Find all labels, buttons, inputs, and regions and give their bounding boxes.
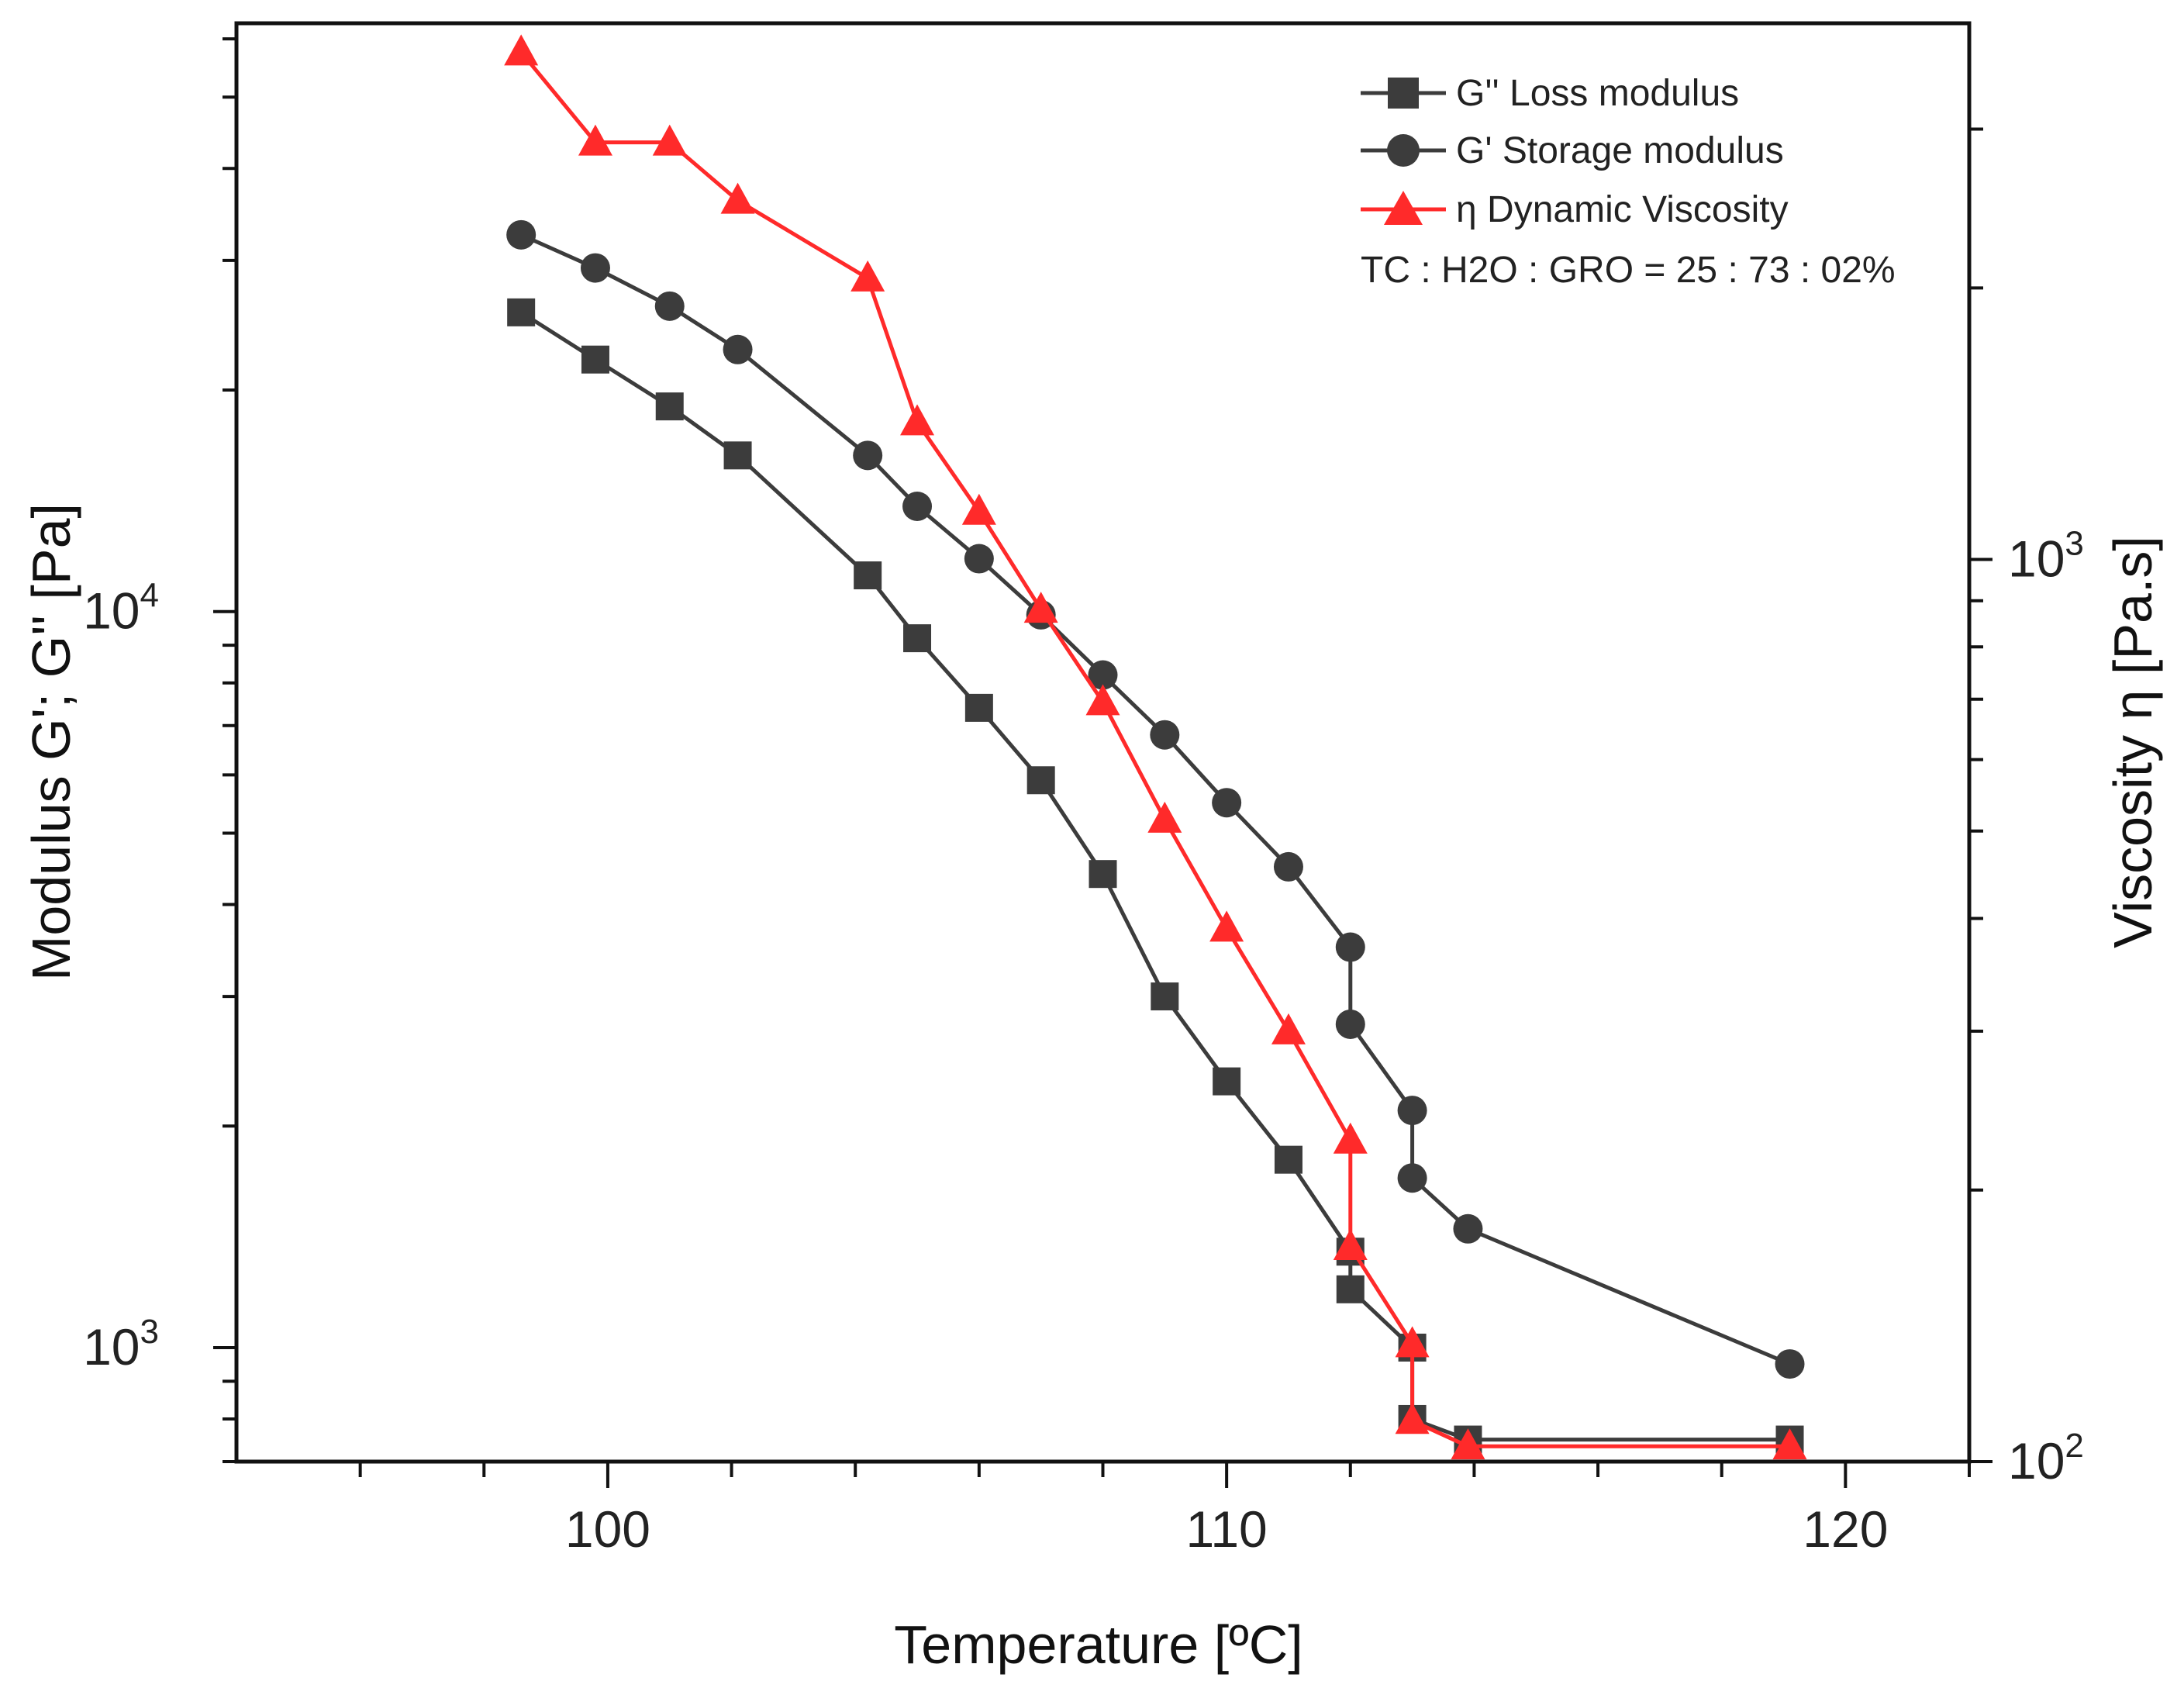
series-circle [506,219,1805,1379]
legend-circle-icon [1387,134,1420,167]
data-point-triangle [1023,592,1058,623]
data-point-triangle [652,124,687,156]
data-point-square [581,345,609,374]
data-point-circle [1775,1349,1805,1379]
data-point-triangle [1147,801,1182,833]
data-point-triangle [1271,1013,1306,1044]
data-point-square [1336,1275,1365,1303]
x-axis-title: Temperature [ºC] [894,1614,1302,1675]
data-point-circle [580,253,610,283]
data-point-square [1089,860,1117,889]
series-layer [504,34,1807,1460]
data-point-circle [1335,932,1365,962]
data-point-square [655,392,684,421]
x-tick-label: 120 [1803,1500,1888,1558]
data-point-square [723,441,752,470]
data-point-circle [1212,788,1242,818]
data-point-circle [1088,660,1118,690]
data-point-square [964,693,993,722]
data-point-circle [1150,720,1180,750]
data-point-square [1274,1145,1302,1174]
legend: G'' Loss modulus G' Storage modulus η Dy… [1361,73,1896,291]
data-point-triangle [504,34,539,66]
x-axis-ticks: 100 110 120 [358,1462,1971,1558]
data-point-triangle [850,260,885,292]
data-point-triangle [1209,910,1244,942]
y-axis-left-title: Modulus G'; G'' [Pa] [21,503,81,981]
data-point-circle [1453,1213,1483,1244]
data-point-triangle [1085,684,1120,716]
left-axis-ticks: 103 104 [83,37,236,1463]
legend-label-storage: G' Storage modulus [1456,130,1784,171]
data-point-circle [654,291,685,321]
data-point-circle [1335,1009,1365,1039]
data-point-triangle [578,124,612,156]
left-tick-label: 104 [83,577,159,640]
data-point-triangle [1395,1326,1430,1358]
data-point-triangle [1772,1428,1807,1460]
data-point-square [1151,982,1179,1011]
data-point-circle [723,334,753,364]
legend-square-icon [1388,78,1419,109]
y-axis-right-title: Viscosity η [Pa.s] [2103,536,2163,948]
right-axis-ticks: 102 103 [1969,127,2084,1490]
data-point-circle [1273,851,1303,882]
right-tick-label: 102 [2008,1427,2084,1490]
data-point-triangle [1333,1122,1368,1154]
legend-entry-storage-modulus: G' Storage modulus [1361,130,1784,171]
legend-label-viscosity: η Dynamic Viscosity [1456,189,1789,230]
left-tick-label: 103 [83,1313,159,1376]
data-point-circle [964,544,994,574]
data-point-circle [853,440,883,471]
data-point-circle [1397,1163,1427,1193]
data-point-square [854,561,882,590]
data-point-circle [902,491,933,521]
right-tick-label: 103 [2008,525,2084,588]
composition-annotation: TC : H2O : GRO = 25 : 73 : 02% [1361,250,1896,291]
series-triangle [504,34,1807,1460]
data-point-square [1213,1067,1241,1096]
data-point-triangle [1333,1229,1368,1261]
data-point-triangle [720,182,755,214]
data-point-triangle [961,493,996,525]
data-point-triangle [900,404,935,436]
data-point-square [903,624,932,653]
data-point-triangle [1451,1428,1485,1460]
data-point-circle [506,219,537,250]
legend-triangle-icon [1384,191,1423,225]
data-point-square [1026,766,1055,795]
x-tick-label: 100 [565,1500,650,1558]
x-tick-label: 110 [1186,1500,1268,1558]
legend-entry-loss-modulus: G'' Loss modulus [1361,73,1739,114]
data-point-triangle [1395,1403,1430,1434]
legend-label-loss: G'' Loss modulus [1456,73,1739,114]
legend-entry-dynamic-viscosity: η Dynamic Viscosity [1361,189,1789,230]
data-point-square [507,298,536,326]
data-point-circle [1397,1096,1427,1126]
